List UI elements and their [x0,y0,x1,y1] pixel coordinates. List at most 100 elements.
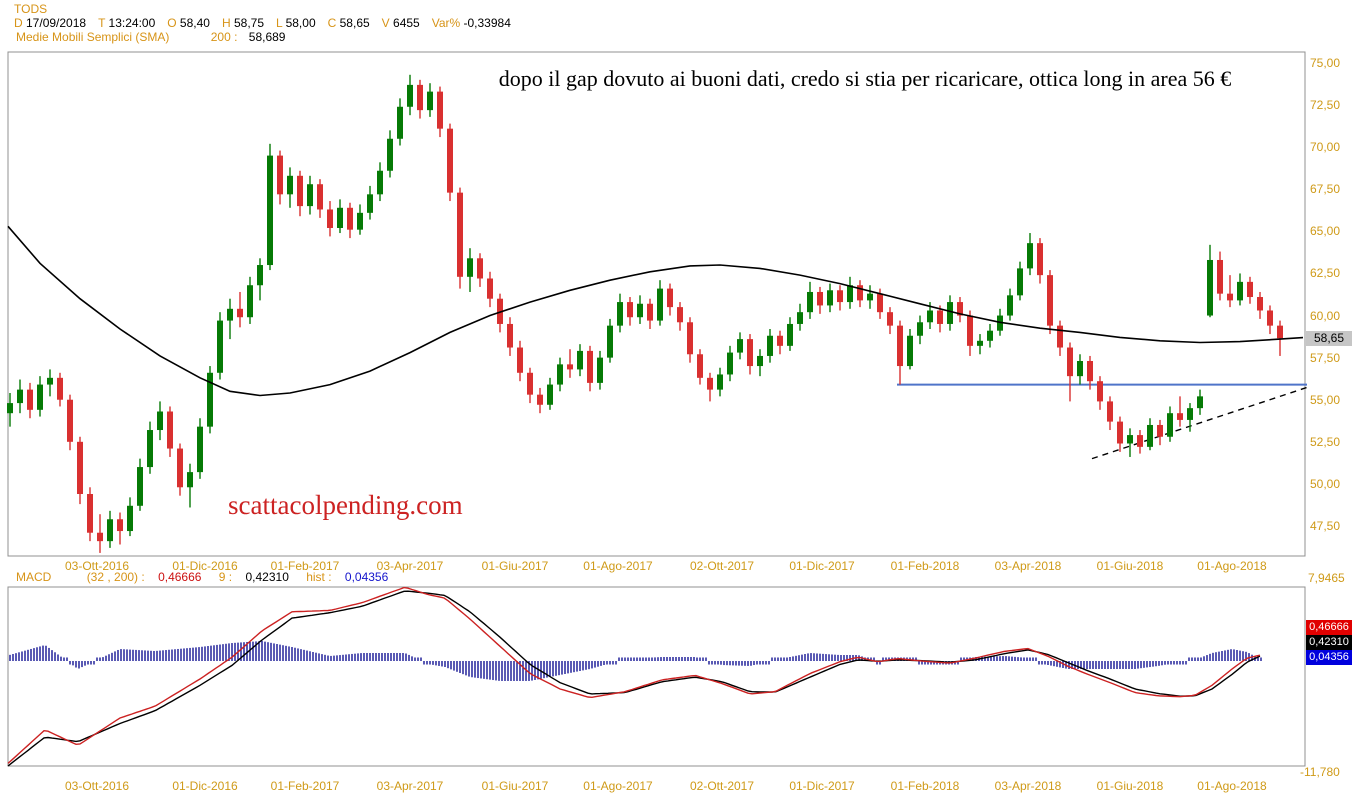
candle-body [867,293,873,301]
candle-body [227,308,233,321]
candle-body [97,532,103,542]
candle-body [927,310,933,323]
macd-value-badge: 0,46666 [1306,620,1352,635]
candle-body [297,175,303,207]
candle-body [177,448,183,488]
candle-body [117,519,123,532]
candle-body [107,519,113,542]
price-tick-label: 57,50 [1310,350,1341,365]
candle-body [727,352,733,375]
candle-body [1257,297,1263,311]
candle-body [797,312,803,324]
candle-body [767,335,773,356]
candle-body [197,426,203,473]
quote-field-value: 58,00 [282,16,316,30]
candle-body [1217,259,1223,294]
candle-body [967,315,973,346]
date-tick-label: 01-Giu-2018 [1096,559,1164,573]
date-tick-label: 01-Ago-2018 [1197,559,1267,573]
quote-field-value: 17/09/2018 [22,16,87,30]
price-tick-label: 67,50 [1310,182,1341,197]
price-tick-label: 50,00 [1310,476,1341,491]
candle-body [717,374,723,390]
macd-axis-min: -11,780 [1300,765,1340,779]
date-tick-label: 01-Ago-2017 [583,559,653,573]
quote-field-label: O [167,16,177,30]
candle-body [127,505,133,532]
quote-field-label: D [14,16,23,30]
candle-body [807,291,813,313]
quote-field-value: 58,75 [230,16,265,30]
candle-body [157,411,163,431]
macd-title: MACD [16,570,52,584]
candle-body [737,339,743,353]
candle-body [1187,408,1193,420]
candle-body [57,377,63,400]
sma-value: 58,689 [248,30,286,44]
candle-body [877,293,883,313]
candle-body [947,302,953,324]
hist-value-badge: 0,04356 [1306,650,1352,665]
quote-field-value: 58,65 [336,16,370,30]
date-tick-label: 01-Dic-2016 [172,779,238,793]
quote-field-label: C [327,16,337,30]
candle-body [1007,295,1013,316]
quote-field-value: 13:24:00 [105,16,156,30]
date-tick-label: 01-Giu-2017 [481,559,549,573]
macd-panel-border [7,586,1306,767]
candle-body [597,357,603,383]
watermark: scattacolpending.com [228,490,463,520]
date-tick-label: 01-Dic-2017 [789,559,855,573]
candle-body [207,372,213,427]
signal-value-badge: 0,42310 [1306,635,1352,650]
candle-body [417,84,423,111]
candle-body [567,364,573,370]
candle-body [397,106,403,139]
candle-body [17,389,23,404]
macd-params: (32 , 200) : [86,570,145,584]
candle-body [917,322,923,336]
quote-field-value: -0,33984 [460,16,511,30]
candle-body [1197,396,1203,409]
candle-body [1157,424,1163,437]
candle-body [87,494,93,533]
candle-body [1017,268,1023,296]
candle-body [37,384,43,410]
date-tick-label: 03-Apr-2018 [994,779,1062,793]
price-panel-border [7,51,1306,557]
candle-body [147,430,153,468]
candle-body [667,288,673,308]
candle-body [957,302,963,316]
sma-period: 200 : [210,30,238,44]
quote-field-label: V [381,16,390,30]
candle-body [507,323,513,348]
macd-hist-label: hist : [306,570,332,584]
candle-body [577,350,583,370]
price-tick-label: 72,50 [1310,98,1341,113]
date-tick-label: 02-Ott-2017 [689,779,755,793]
candle-body [1077,360,1083,377]
date-tick-label: 01-Feb-2017 [270,779,340,793]
candle-body [407,84,413,107]
date-tick-label: 01-Feb-2017 [270,559,340,573]
candle-body [447,128,453,193]
candle-body [997,315,1003,331]
candle-body [427,91,433,111]
candle-body [137,467,143,506]
candle-body [337,207,343,228]
candle-body [557,364,563,385]
quote-field-label: L [276,16,283,30]
candle-body [937,310,943,324]
candle-body [487,278,493,299]
candle-body [357,212,363,230]
candle-body [307,184,313,207]
candle-body [1067,347,1073,377]
macd-axis-max: 7,9465 [1308,571,1345,585]
candle-body [1137,435,1143,447]
candle-body [457,192,463,277]
candle-body [1097,381,1103,402]
candle-body [347,207,353,230]
candle-body [1147,424,1153,447]
